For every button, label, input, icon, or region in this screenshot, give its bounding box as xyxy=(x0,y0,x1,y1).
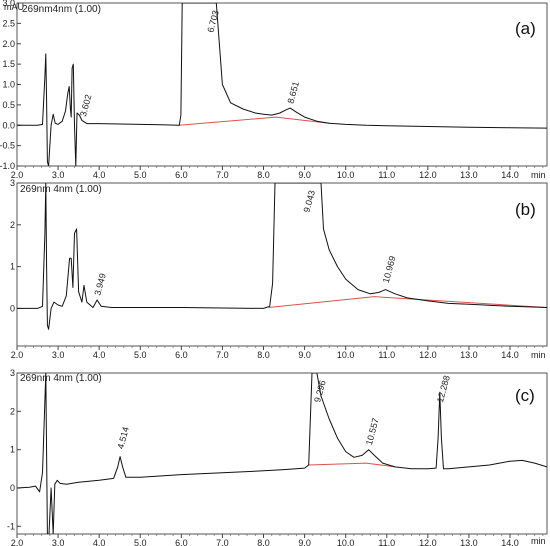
x-tick-label: 7.0 xyxy=(216,170,229,180)
y-tick-label: 1.5 xyxy=(2,59,15,69)
x-tick-label: 4.0 xyxy=(93,350,106,360)
x-tick-label: 8.0 xyxy=(257,350,270,360)
peak-label: 9.043 xyxy=(302,189,317,213)
panel-c-x-ticks: 2.0 3.0 4.0 5.0 6.0 7.0 8.0 9.0 10.0 11.0 12.0 13.0… xyxy=(11,534,544,546)
y-tick-label: 1 xyxy=(10,445,15,455)
y-tick-label: 0 xyxy=(10,483,15,493)
peak-label: 10.969 xyxy=(381,255,398,284)
x-tick-label: 11.0 xyxy=(378,350,395,360)
x-tick-label: 12.0 xyxy=(419,538,437,546)
y-tick-label: -0.5 xyxy=(0,141,15,151)
panel-c: 269nm 4nm (1.00) (c) min 2.0 3.0 4.0 5.0 6.0… xyxy=(7,368,548,546)
x-tick-label: 13.0 xyxy=(460,170,478,180)
peak-label: 4.514 xyxy=(115,426,130,450)
y-tick-label: -1.0 xyxy=(0,161,15,171)
x-tick-label: 11.0 xyxy=(378,170,395,180)
y-tick-label: 1.0 xyxy=(2,80,15,90)
panel-b-x-ticks: 2.0 3.0 4.0 5.0 6.0 7.0 8.0 9.0 10.0 11.0 12.0 13.0… xyxy=(11,346,544,360)
x-tick-label: 14.0 xyxy=(501,538,519,546)
x-tick-label: 2.0 xyxy=(11,170,24,180)
x-tick-label: 12.0 xyxy=(419,170,437,180)
peak-label: 3.949 xyxy=(92,272,107,296)
x-tick-label: 14.0 xyxy=(501,350,519,360)
x-tick-label: 10.0 xyxy=(337,350,355,360)
y-tick-label: 0.0 xyxy=(2,120,15,130)
integration-baseline xyxy=(308,462,396,468)
x-tick-label: 2.0 xyxy=(11,350,24,360)
y-tick-label: 2 xyxy=(10,220,15,230)
x-tick-label: 3.0 xyxy=(52,170,65,180)
x-tick-label: 13.0 xyxy=(460,538,478,546)
y-tick-label: 3 xyxy=(10,178,15,188)
y-tick-label: 2.0 xyxy=(2,39,15,49)
peak-label: 3.602 xyxy=(78,93,93,117)
panel-b-y-ticks: 3 2 1 0 xyxy=(10,178,21,313)
y-tick-label: 3.0 xyxy=(2,0,15,8)
panel-a-label: (a) xyxy=(515,19,536,38)
panel-a-signal-label: 269nm4nm (1.00) xyxy=(22,4,101,15)
x-tick-label: 7.0 xyxy=(216,350,229,360)
x-tick-label: 10.0 xyxy=(337,538,355,546)
chromatogram-trace xyxy=(17,373,547,534)
y-tick-label: 0.5 xyxy=(2,100,15,110)
y-tick-label: 1 xyxy=(10,262,15,272)
peak-label: 10.557 xyxy=(364,417,381,446)
x-tick-label: 9.0 xyxy=(298,350,311,360)
integration-baseline xyxy=(179,116,330,126)
x-tick-label: 5.0 xyxy=(134,538,147,546)
x-tick-label: 6.0 xyxy=(175,538,188,546)
x-tick-label: 6.0 xyxy=(175,350,188,360)
panel-a-x-ticks: 2.0 3.0 4.0 5.0 6.0 7.0 8.0 9.0 10.0 11.0 12.0 13.0… xyxy=(11,166,544,180)
y-tick-label: 3 xyxy=(10,368,15,378)
panel-b-label: (b) xyxy=(515,200,536,219)
x-tick-label: 13.0 xyxy=(460,350,478,360)
x-tick-label: 10.0 xyxy=(337,170,355,180)
panel-c-label: (c) xyxy=(515,386,535,405)
y-tick-label: -1 xyxy=(7,521,15,531)
x-tick-label: 4.0 xyxy=(93,538,106,546)
x-tick-label: 3.0 xyxy=(52,538,65,546)
chromatogram-trace xyxy=(17,183,547,330)
x-tick-label: 4.0 xyxy=(93,170,106,180)
panel-b-xlabel: min xyxy=(531,350,546,360)
panel-c-y-ticks: 3 2 1 0 -1 xyxy=(7,368,21,531)
panel-c-signal-label: 269nm 4nm (1.00) xyxy=(20,373,102,384)
panel-c-frame xyxy=(16,372,548,535)
panel-a-y-ticks: -1.0 -0.5 0.0 0.5 1.0 1.5 2.0 2.5 3.0 xyxy=(0,0,21,171)
panel-b-plot: 3.949 9.043 10.969 xyxy=(17,183,547,330)
peak-label: 12.288 xyxy=(435,374,452,403)
x-tick-label: 12.0 xyxy=(419,350,437,360)
x-tick-label: 9.0 xyxy=(298,538,311,546)
x-tick-label: 5.0 xyxy=(134,170,147,180)
y-tick-label: 0 xyxy=(10,303,15,313)
peak-label: 8.651 xyxy=(285,80,300,104)
panel-a-frame xyxy=(16,2,548,167)
panel-b-frame xyxy=(16,182,548,347)
x-tick-label: 11.0 xyxy=(378,538,395,546)
panel-a-unit-label: mAU xyxy=(4,2,24,12)
peak-label: 9.296 xyxy=(312,379,327,403)
panel-c-xlabel: min xyxy=(531,536,546,546)
panel-a: mAU 269nm4nm (1.00) (a) min 2.0 3.0 4.0 5.0… xyxy=(0,0,548,180)
x-tick-label: 7.0 xyxy=(216,538,229,546)
x-tick-label: 5.0 xyxy=(134,350,147,360)
panel-b-signal-label: 269nm 4nm (1.00) xyxy=(20,184,102,195)
chromatogram-trace xyxy=(17,3,547,166)
x-tick-label: 8.0 xyxy=(257,538,270,546)
x-tick-label: 3.0 xyxy=(52,350,65,360)
panel-c-plot: 4.514 9.296 10.557 12.288 xyxy=(17,373,547,534)
y-tick-label: 2 xyxy=(10,406,15,416)
x-tick-label: 9.0 xyxy=(298,170,311,180)
panel-b: 269nm 4nm (1.00) (b) min 2.0 3.0 4.0 5.0 6.0… xyxy=(10,178,548,360)
x-tick-label: 2.0 xyxy=(11,538,24,546)
x-tick-label: 6.0 xyxy=(175,170,188,180)
x-tick-label: 14.0 xyxy=(501,170,519,180)
x-tick-label: 8.0 xyxy=(257,170,270,180)
panel-a-xlabel: min xyxy=(531,170,546,180)
y-tick-label: 2.5 xyxy=(2,18,15,28)
integration-baseline xyxy=(268,296,547,309)
